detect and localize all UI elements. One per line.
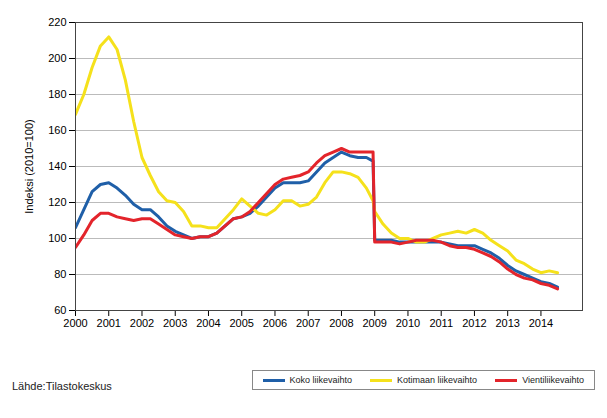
- svg-text:2012: 2012: [462, 317, 486, 329]
- svg-text:80: 80: [54, 268, 66, 280]
- svg-text:2000: 2000: [63, 317, 87, 329]
- svg-text:2010: 2010: [396, 317, 420, 329]
- html-text:Vientiliikevaihto: Vientiliikevaihto: [522, 375, 584, 385]
- svg-text:2008: 2008: [329, 317, 353, 329]
- svg-text:2011: 2011: [429, 317, 453, 329]
- svg-text:120: 120: [48, 196, 66, 208]
- svg-text:2004: 2004: [196, 317, 220, 329]
- svg-text:100: 100: [48, 232, 66, 244]
- svg-text:2001: 2001: [97, 317, 121, 329]
- svg-text:Indeksi (2010=100): Indeksi (2010=100): [23, 119, 35, 213]
- svg-text:2007: 2007: [296, 317, 320, 329]
- html-text:Kotimaan liikevaihto: Kotimaan liikevaihto: [397, 375, 478, 385]
- svg-text:2014: 2014: [529, 317, 553, 329]
- svg-text:2005: 2005: [229, 317, 253, 329]
- svg-text:200: 200: [48, 52, 66, 64]
- svg-text:180: 180: [48, 88, 66, 100]
- svg-text:2013: 2013: [495, 317, 519, 329]
- svg-text:160: 160: [48, 124, 66, 136]
- svg-text:2009: 2009: [362, 317, 386, 329]
- svg-text:140: 140: [48, 160, 66, 172]
- svg-text:60: 60: [54, 304, 66, 316]
- svg-text:2002: 2002: [130, 317, 154, 329]
- svg-text:2003: 2003: [163, 317, 187, 329]
- svg-text:2006: 2006: [263, 317, 287, 329]
- svg-text:220: 220: [48, 16, 66, 28]
- html-text:Lähde:Tilastokeskus: Lähde:Tilastokeskus: [12, 380, 112, 392]
- html-text:Koko liikevaihto: Koko liikevaihto: [289, 375, 353, 385]
